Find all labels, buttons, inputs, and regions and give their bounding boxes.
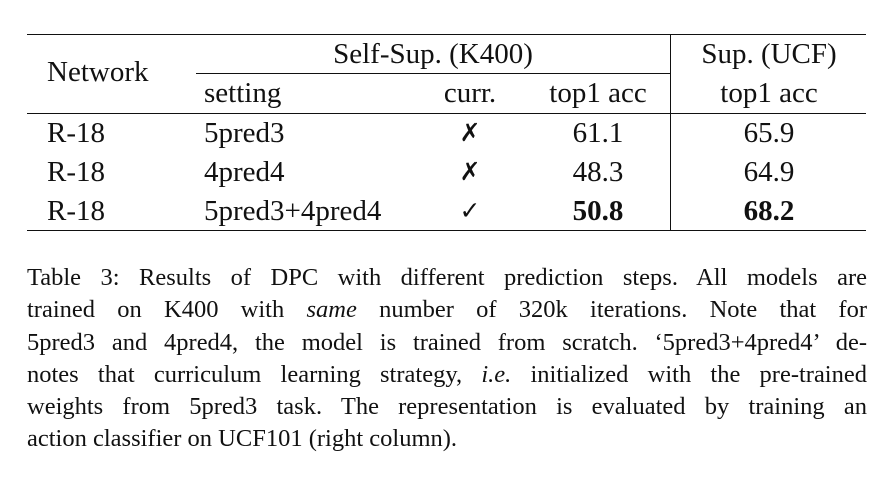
table-caption: Table 3: Results of DPC with different p… bbox=[27, 262, 867, 456]
caption-text: number of 320k iterations. Note that for bbox=[356, 296, 867, 324]
table-bottom-rule bbox=[27, 230, 866, 231]
cell-setting: 4pred4 bbox=[204, 156, 285, 188]
header-top1-self: top1 acc bbox=[549, 77, 647, 109]
header-network: Network bbox=[47, 56, 149, 88]
cell-network: R-18 bbox=[47, 195, 105, 227]
header-partial-rule bbox=[196, 73, 670, 74]
caption-emphasis: i.e. bbox=[481, 360, 512, 388]
header-setting: setting bbox=[204, 77, 282, 109]
cell-sup-acc: 64.9 bbox=[743, 156, 795, 188]
cell-sup-acc: 65.9 bbox=[743, 117, 795, 149]
check-mark-icon: ✓ bbox=[459, 196, 481, 225]
cell-sup-acc: 68.2 bbox=[743, 195, 795, 227]
cell-self-acc: 61.1 bbox=[572, 117, 624, 149]
header-curr: curr. bbox=[443, 77, 497, 109]
column-divider bbox=[670, 34, 671, 230]
cell-self-acc: 50.8 bbox=[572, 195, 624, 227]
caption-text: notes that curriculum learning strategy, bbox=[27, 360, 482, 388]
header-top1-sup: top1 acc bbox=[720, 77, 818, 109]
caption-line: notes that curriculum learning strategy,… bbox=[27, 359, 867, 391]
cell-self-acc: 48.3 bbox=[572, 156, 624, 188]
cell-network: R-18 bbox=[47, 156, 105, 188]
cell-network: R-18 bbox=[47, 117, 105, 149]
caption-text: trained on K400 with bbox=[27, 296, 307, 324]
caption-line: Table 3: Results of DPC with different p… bbox=[27, 264, 867, 291]
header-self-sup-group: Self-Sup. (K400) bbox=[333, 38, 533, 70]
cell-setting: 5pred3 bbox=[204, 117, 285, 149]
caption-text: initialized with the pre-trained bbox=[511, 360, 867, 388]
cross-mark-icon: ✗ bbox=[459, 118, 481, 147]
caption-line: weights from 5pred3 task. The representa… bbox=[27, 393, 867, 421]
caption-emphasis: same bbox=[306, 296, 357, 324]
caption-line: 5pred3 and 4pred4, the model is trained … bbox=[27, 328, 867, 356]
cross-mark-icon: ✗ bbox=[459, 157, 481, 186]
header-bottom-rule bbox=[27, 113, 866, 114]
cell-setting: 5pred3+4pred4 bbox=[204, 195, 382, 227]
header-sup-group: Sup. (UCF) bbox=[701, 38, 837, 70]
table-top-rule bbox=[27, 34, 866, 35]
caption-line: trained on K400 with same number of 320k… bbox=[27, 294, 867, 326]
caption-line: action classifier on UCF101 (right colum… bbox=[27, 425, 458, 453]
